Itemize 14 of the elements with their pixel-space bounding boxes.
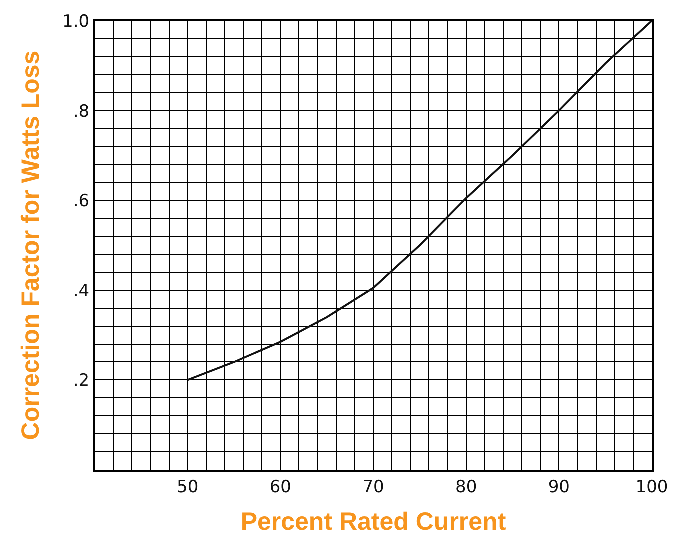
y-tick-label: .2 (73, 371, 90, 392)
x-tick-label: 70 (362, 477, 384, 498)
x-tick-label: 100 (636, 477, 668, 498)
x-tick-label: 80 (456, 477, 478, 498)
y-tick-label: .4 (73, 281, 90, 302)
x-tick-label: 50 (177, 477, 199, 498)
x-tick-label: 90 (548, 477, 570, 498)
y-axis-title: Correction Factor for Watts Loss (16, 50, 45, 440)
x-tick-label: 60 (270, 477, 292, 498)
line-series (186, 21, 652, 382)
x-axis-title: Percent Rated Current (240, 508, 507, 536)
y-tick-label: .8 (73, 102, 90, 122)
y-tick-label: 1.0 (62, 12, 90, 32)
y-tick-label: .6 (73, 192, 90, 212)
